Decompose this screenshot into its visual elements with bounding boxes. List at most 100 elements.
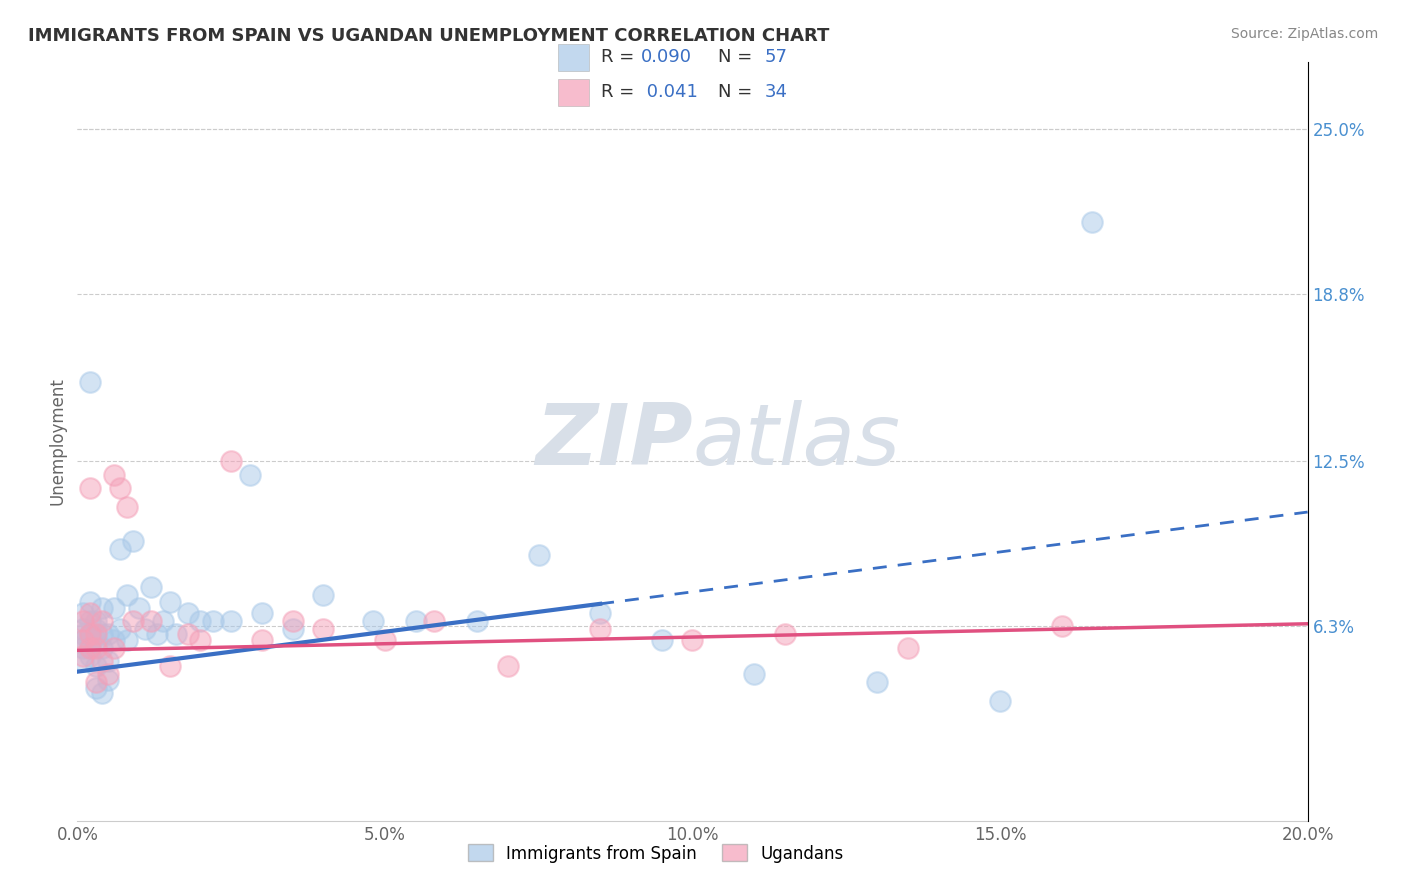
Point (312, 622, 335, 636)
Point (72, 640, 94, 655)
Text: atlas: atlas (693, 400, 900, 483)
Point (90, 640, 114, 655)
Point (188, 632, 212, 647)
Text: ZIP: ZIP (534, 400, 693, 483)
Text: 0.041: 0.041 (641, 83, 697, 101)
Point (423, 614, 446, 628)
Point (682, 632, 704, 647)
Text: IMMIGRANTS FROM SPAIN VS UGANDAN UNEMPLOYMENT CORRELATION CHART: IMMIGRANTS FROM SPAIN VS UGANDAN UNEMPLO… (28, 27, 830, 45)
Point (79, 627, 101, 641)
Point (177, 606, 200, 620)
FancyBboxPatch shape (558, 79, 589, 105)
Point (1050, 619, 1073, 633)
Point (90, 600, 114, 615)
Point (79, 627, 101, 641)
Point (84, 675, 107, 690)
Point (72, 632, 94, 647)
Point (589, 622, 612, 636)
Point (651, 632, 673, 647)
Point (84, 681, 107, 695)
Point (72, 627, 94, 641)
Point (121, 614, 143, 628)
Point (90, 614, 114, 628)
Point (72, 606, 94, 620)
Point (281, 622, 304, 636)
Point (84, 622, 107, 636)
Point (103, 600, 125, 615)
Point (201, 614, 224, 628)
Point (496, 659, 519, 673)
Point (773, 627, 796, 641)
Point (219, 454, 242, 468)
Point (90, 654, 114, 668)
Point (79, 640, 101, 655)
Point (97, 667, 120, 681)
Point (159, 595, 181, 609)
Point (84, 659, 107, 673)
Point (159, 659, 181, 673)
Point (79, 648, 101, 663)
Point (97, 673, 120, 687)
Point (165, 627, 187, 641)
Text: 34: 34 (765, 83, 787, 101)
Point (79, 614, 101, 628)
Point (72, 622, 94, 636)
Point (152, 614, 174, 628)
Point (465, 614, 488, 628)
Point (219, 614, 242, 628)
Point (79, 640, 101, 655)
Point (742, 667, 765, 681)
Point (103, 467, 125, 482)
Point (121, 534, 143, 549)
Point (84, 640, 107, 655)
Point (312, 587, 335, 601)
Point (897, 640, 920, 655)
Point (110, 481, 132, 495)
Point (103, 632, 125, 647)
Point (90, 686, 114, 700)
Point (72, 632, 94, 647)
Point (374, 632, 396, 647)
Point (527, 548, 550, 562)
Point (103, 640, 125, 655)
Text: N =: N = (718, 83, 752, 101)
Point (141, 614, 163, 628)
Point (250, 606, 273, 620)
Point (141, 580, 163, 594)
Point (97, 654, 120, 668)
FancyBboxPatch shape (558, 45, 589, 70)
Point (134, 622, 156, 636)
Point (115, 632, 138, 647)
Point (988, 694, 1011, 708)
Point (79, 635, 101, 649)
Text: R =: R = (600, 83, 634, 101)
Point (128, 600, 150, 615)
Point (79, 595, 101, 609)
Y-axis label: Unemployment: Unemployment (48, 377, 66, 506)
Point (115, 500, 138, 514)
Point (110, 622, 132, 636)
Text: R =: R = (600, 47, 634, 66)
Text: Source: ZipAtlas.com: Source: ZipAtlas.com (1230, 27, 1378, 41)
Text: 0.090: 0.090 (641, 47, 692, 66)
Point (110, 542, 132, 557)
Point (405, 614, 427, 628)
Point (72, 654, 94, 668)
Point (79, 375, 101, 389)
Point (239, 467, 262, 482)
Point (281, 614, 304, 628)
Point (115, 587, 138, 601)
Text: N =: N = (718, 47, 752, 66)
Point (79, 606, 101, 620)
Point (97, 627, 120, 641)
Point (188, 614, 212, 628)
Point (72, 648, 94, 663)
Legend: Immigrants from Spain, Ugandans: Immigrants from Spain, Ugandans (461, 838, 851, 869)
Text: 57: 57 (765, 47, 787, 66)
Point (84, 627, 107, 641)
Point (866, 675, 889, 690)
Point (79, 481, 101, 495)
Point (84, 614, 107, 628)
Point (146, 627, 169, 641)
Point (90, 627, 114, 641)
